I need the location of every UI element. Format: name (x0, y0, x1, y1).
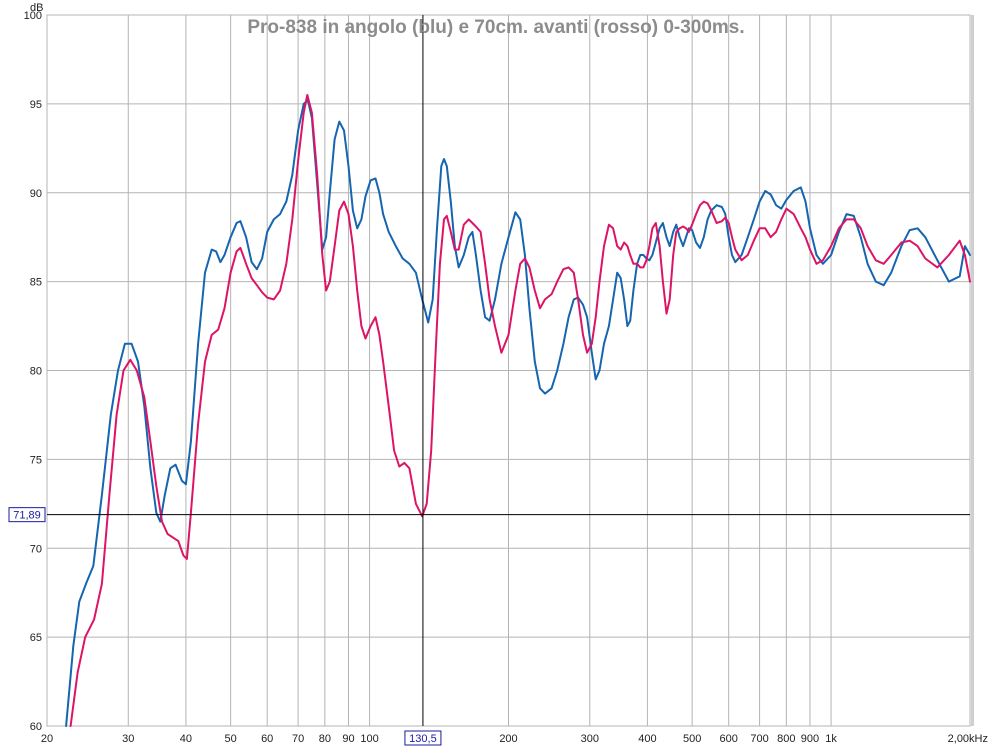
x-tick-label: 70 (292, 733, 304, 745)
x-tick-label: 700 (750, 733, 768, 745)
x-tick-label: 20 (41, 733, 53, 745)
cursor-layer[interactable]: 71,89 130,5 (8, 15, 970, 746)
series-line-red (69, 94, 971, 727)
y-tick-label: 100 (24, 10, 42, 22)
x-tick-label: 400 (638, 733, 656, 745)
x-tick-label: 40 (180, 733, 192, 745)
x-tick-label: 1k (825, 733, 837, 745)
y-axis-unit-label: dB (30, 2, 43, 14)
x-tick-label: 2,00kHz (948, 733, 988, 745)
grid-layer (46, 14, 974, 727)
x-tick-label: 90 (342, 733, 354, 745)
x-tick-label: 600 (720, 733, 738, 745)
y-tick-label: 95 (30, 99, 42, 111)
x-tick-label: 100 (360, 733, 378, 745)
x-tick-label: 900 (801, 733, 819, 745)
tick-layer: 60 65 70 75 80 85 90 95 100 20 30 40 50 60 70 80 90 100 20… (24, 10, 988, 745)
x-tick-label: 300 (581, 733, 599, 745)
x-tick-label: 500 (683, 733, 701, 745)
y-tick-label: 85 (30, 277, 42, 289)
x-tick-label: 50 (225, 733, 237, 745)
series-line-blue (65, 99, 971, 727)
x-tick-label: 30 (122, 733, 134, 745)
chart-title: Pro-838 in angolo (blu) e 70cm. avanti (… (247, 17, 744, 38)
x-tick-label: 800 (777, 733, 795, 745)
y-tick-label: 60 (30, 721, 42, 733)
y-tick-label: 90 (30, 188, 42, 200)
y-tick-label: 75 (30, 454, 42, 466)
y-tick-label: 65 (30, 632, 42, 644)
y-tick-label: 80 (30, 366, 42, 378)
cursor-y-readout: 71,89 (13, 510, 41, 522)
x-tick-label: 60 (261, 733, 273, 745)
x-tick-label: 200 (499, 733, 517, 745)
y-tick-label: 70 (30, 543, 42, 555)
x-tick-label: 80 (319, 733, 331, 745)
series-layer (65, 94, 971, 727)
cursor-y-readout-box (8, 507, 46, 523)
cursor-x-readout-box (404, 730, 442, 746)
right-edge-strip (971, 15, 974, 726)
cursor-x-readout: 130,5 (409, 733, 437, 745)
